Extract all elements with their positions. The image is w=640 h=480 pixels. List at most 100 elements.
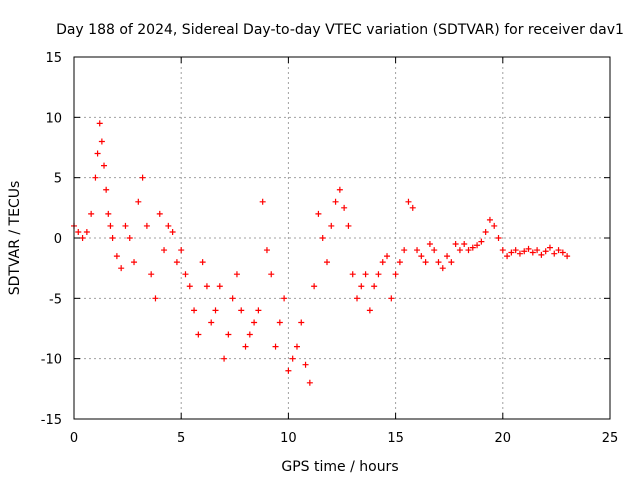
data-point xyxy=(221,355,228,362)
data-point xyxy=(88,210,95,217)
data-point xyxy=(546,244,553,251)
data-point xyxy=(354,295,361,302)
data-point xyxy=(495,235,502,241)
data-point xyxy=(332,198,339,205)
data-point xyxy=(199,259,206,266)
data-point xyxy=(396,259,403,266)
data-point xyxy=(169,228,176,235)
data-point xyxy=(388,295,395,302)
data-point xyxy=(431,247,438,254)
data-point xyxy=(165,222,172,229)
data-point xyxy=(465,247,472,254)
data-point xyxy=(122,222,129,229)
data-point xyxy=(504,253,511,260)
data-point xyxy=(409,204,416,211)
data-points xyxy=(71,120,571,386)
data-point xyxy=(439,265,446,272)
data-point xyxy=(251,319,258,326)
data-point xyxy=(105,210,112,217)
data-point xyxy=(478,238,485,245)
data-point xyxy=(268,271,275,278)
data-point xyxy=(156,210,163,217)
data-point xyxy=(229,295,236,302)
data-point xyxy=(362,271,369,278)
data-point xyxy=(435,259,442,266)
data-point xyxy=(469,244,476,251)
data-point xyxy=(246,331,253,338)
data-point xyxy=(508,249,515,256)
data-point xyxy=(559,249,566,256)
x-tick-label: 25 xyxy=(602,431,619,446)
x-axis-label: GPS time / hours xyxy=(281,459,398,475)
data-point xyxy=(96,120,103,127)
data-point xyxy=(555,247,562,254)
data-point xyxy=(418,253,425,260)
data-point xyxy=(302,361,309,368)
data-point xyxy=(311,283,318,290)
data-point xyxy=(186,283,193,290)
data-point xyxy=(118,265,125,272)
data-point xyxy=(551,250,558,257)
data-point xyxy=(152,295,159,302)
data-point xyxy=(371,283,378,290)
data-point xyxy=(426,241,433,248)
data-point xyxy=(143,222,150,229)
data-point xyxy=(75,228,82,235)
data-point xyxy=(336,186,343,193)
data-point xyxy=(203,283,210,290)
data-point xyxy=(516,250,523,257)
data-point xyxy=(319,235,326,241)
data-point xyxy=(461,241,468,248)
y-tick-label: 10 xyxy=(45,111,62,126)
data-point xyxy=(323,259,330,266)
data-point xyxy=(101,162,108,169)
data-point xyxy=(225,331,232,338)
data-point xyxy=(103,186,110,193)
data-point xyxy=(414,247,421,254)
data-point xyxy=(242,343,249,350)
data-point xyxy=(263,247,270,254)
x-tick-label: 15 xyxy=(387,431,404,446)
data-point xyxy=(422,259,429,266)
data-point xyxy=(79,235,86,241)
data-point xyxy=(375,271,382,278)
data-point xyxy=(448,259,455,266)
data-point xyxy=(98,138,105,145)
data-point xyxy=(285,367,292,374)
data-point xyxy=(195,331,202,338)
data-point xyxy=(109,235,116,241)
data-point xyxy=(482,228,489,235)
data-point xyxy=(538,251,545,258)
data-point xyxy=(401,247,408,254)
data-point xyxy=(392,271,399,278)
data-point xyxy=(139,174,146,181)
data-point xyxy=(349,271,356,278)
y-tick-label: -5 xyxy=(49,292,62,307)
y-tick-label: 0 xyxy=(54,232,62,247)
data-point xyxy=(384,253,391,260)
data-point xyxy=(542,248,549,255)
data-point xyxy=(113,253,120,260)
data-point xyxy=(345,222,352,229)
data-point xyxy=(534,247,541,254)
data-point xyxy=(452,241,459,248)
data-point xyxy=(379,259,386,266)
data-point xyxy=(405,198,412,205)
x-tick-label: 0 xyxy=(70,431,78,446)
data-point xyxy=(94,150,101,157)
data-point xyxy=(456,247,463,254)
grid xyxy=(74,57,610,419)
data-point xyxy=(444,253,451,260)
chart-title: Day 188 of 2024, Sidereal Day-to-day VTE… xyxy=(56,22,624,38)
data-point xyxy=(358,283,365,290)
axis-ticks: 0 5 10 15 20 25 -15 -10 -5 0 5 10 15 xyxy=(41,51,619,446)
data-point xyxy=(216,283,223,290)
data-point xyxy=(525,245,532,252)
data-point xyxy=(131,259,138,266)
data-point xyxy=(182,271,189,278)
data-point xyxy=(328,222,335,229)
data-point xyxy=(293,343,300,350)
data-point xyxy=(521,248,528,255)
